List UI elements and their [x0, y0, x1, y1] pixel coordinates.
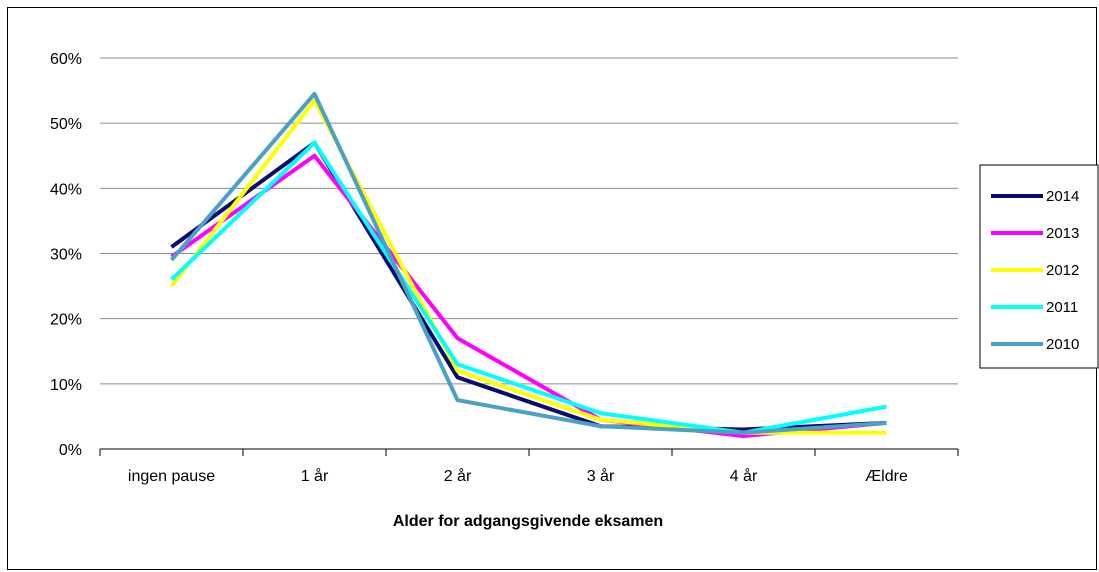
series-line-2014 — [172, 143, 887, 430]
y-tick-label: 20% — [50, 312, 82, 329]
y-tick-label: 40% — [50, 181, 82, 198]
x-tick-label: Ældre — [865, 468, 908, 485]
series-line-2012 — [172, 100, 887, 432]
x-axis: ingen pause 1 år 2 år 3 år 4 år Ældre — [100, 449, 958, 485]
legend-label: 2012 — [1046, 262, 1079, 279]
x-tick-label: 4 år — [730, 467, 758, 485]
series-lines — [172, 94, 887, 436]
y-tick-label: 10% — [50, 377, 82, 394]
y-tick-label: 50% — [50, 116, 82, 133]
gridlines — [100, 58, 958, 384]
x-tick-label: 3 år — [587, 467, 615, 485]
y-tick-label: 60% — [50, 51, 82, 68]
y-axis-ticks: 0% 10% 20% 30% 40% 50% 60% — [50, 51, 82, 459]
legend-label: 2013 — [1046, 225, 1079, 242]
x-tick-label: 1 år — [301, 467, 329, 485]
series-line-2011 — [172, 143, 887, 433]
x-tick-label: ingen pause — [128, 468, 215, 485]
legend: 2014 2013 2012 2011 2010 — [980, 165, 1098, 368]
x-axis-label: Alder for adgangsgivende eksamen — [393, 513, 663, 530]
y-tick-label: 30% — [50, 247, 82, 264]
legend-label: 2014 — [1046, 188, 1079, 205]
y-tick-label: 0% — [59, 442, 82, 459]
x-tick-label: 2 år — [444, 467, 472, 485]
legend-label: 2010 — [1046, 336, 1079, 353]
legend-label: 2011 — [1046, 299, 1078, 316]
